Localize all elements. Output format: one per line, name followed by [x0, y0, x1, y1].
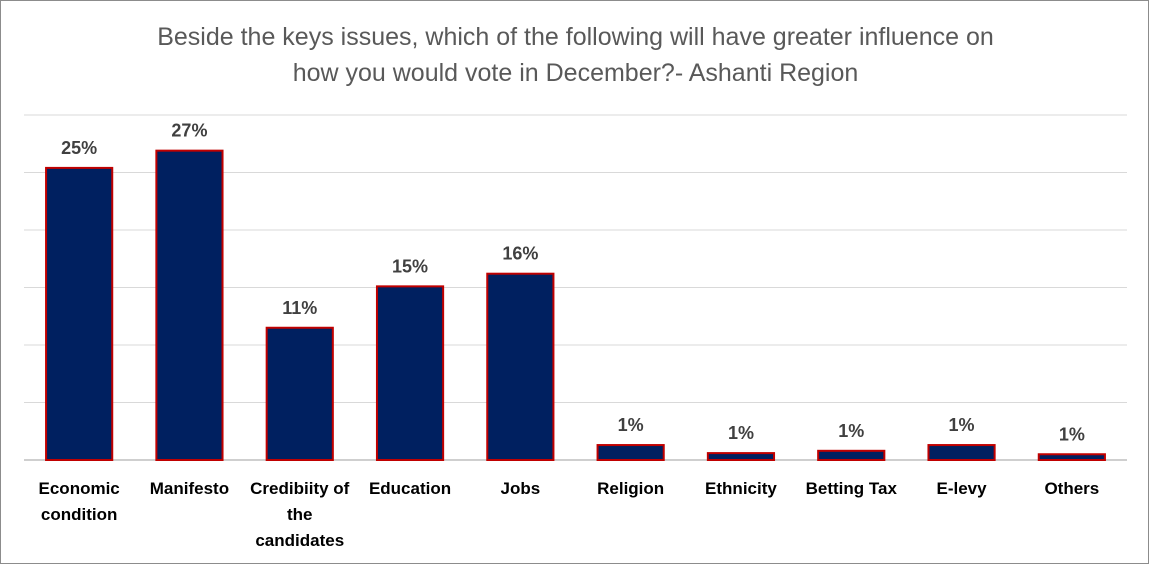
bar-6: [596, 444, 665, 461]
category-label: Ethnicity: [705, 479, 777, 498]
category-label: Betting Tax: [806, 479, 898, 498]
data-label: 15%: [392, 256, 428, 276]
bar-4: [375, 285, 445, 461]
data-label: 1%: [728, 423, 754, 443]
category-label: Religion: [597, 479, 664, 498]
bar-2: [155, 149, 224, 461]
category-label: Jobs: [501, 479, 541, 498]
category-label: Education: [369, 479, 451, 498]
data-label: 11%: [282, 298, 317, 318]
category-label: E-levy: [937, 479, 988, 498]
chart-title-line-1: Beside the keys issues, which of the fol…: [157, 23, 994, 51]
data-label: 25%: [61, 138, 97, 158]
category-label: Others: [1044, 479, 1099, 498]
data-label: 16%: [502, 244, 538, 264]
bar-8: [817, 449, 886, 461]
chart-title: Beside the keys issues, which of the fol…: [1, 19, 1149, 91]
bar-9: [927, 444, 996, 461]
data-label: 1%: [838, 421, 864, 441]
category-label: Economic condition: [39, 479, 120, 524]
bar-5: [486, 272, 555, 462]
bar-1: [45, 166, 114, 461]
data-label: 1%: [618, 415, 644, 435]
bar-10: [1037, 453, 1106, 461]
chart-title-line-2: how you would vote in December?- Ashanti…: [292, 59, 859, 87]
category-label: Credibiity of the candidates: [250, 479, 350, 550]
bar-3: [265, 326, 334, 461]
data-label: 1%: [949, 415, 975, 435]
category-label: Manifesto: [150, 479, 229, 498]
bar-7: [706, 452, 776, 462]
data-label: 27%: [171, 121, 207, 141]
data-label: 1%: [1059, 424, 1085, 444]
